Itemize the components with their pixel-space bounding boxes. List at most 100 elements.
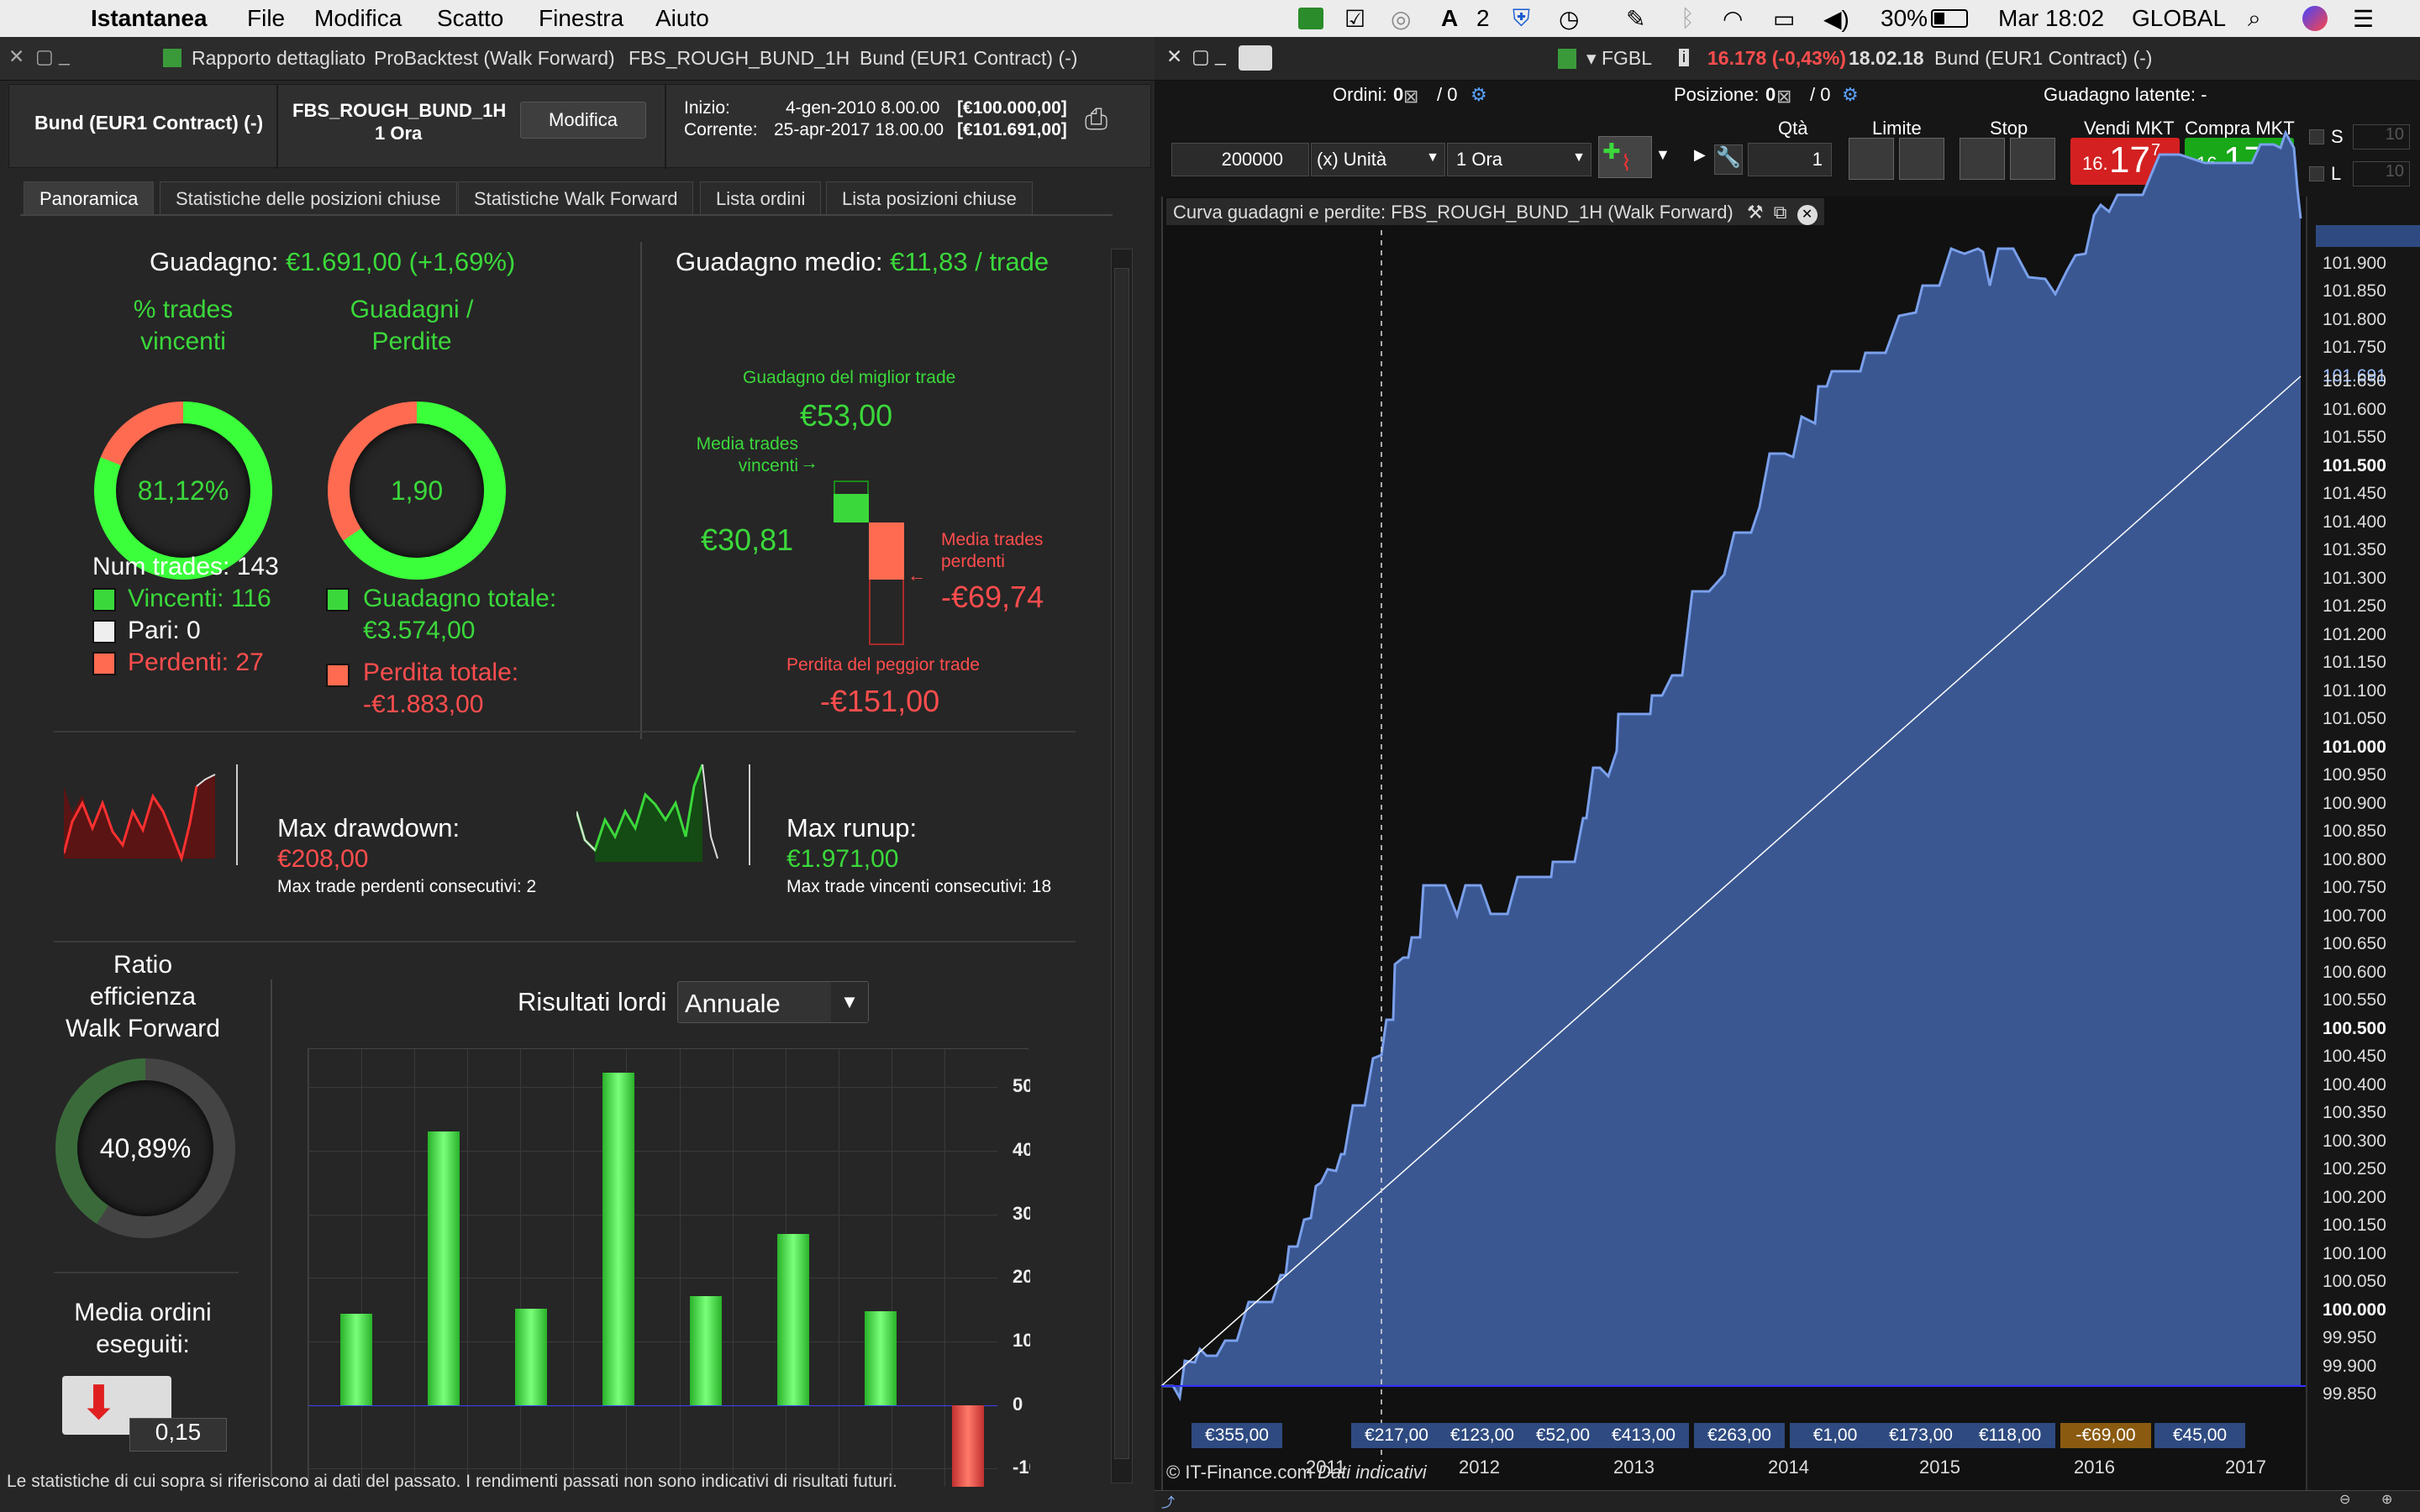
stop-buy-button[interactable] [1960,138,2005,180]
volume-icon[interactable]: ◀) [1823,6,1849,32]
bluetooth-icon[interactable]: ᛒ [1681,5,1695,31]
result-bar[interactable] [340,1314,372,1405]
maximize-icon[interactable]: ▢ [1192,45,1210,67]
y-tick-label: 200 [1013,1266,1030,1288]
modify-button[interactable]: Modifica [520,102,646,139]
wifi-icon[interactable]: ◠ [1723,6,1744,32]
close-icon[interactable]: ✕ [8,45,25,67]
result-bar[interactable] [777,1234,809,1405]
price-tick-label: 100.250 [2323,1159,2386,1179]
zoom-out-icon[interactable]: ⊖ [2339,1493,2351,1507]
start-value: 4-gen-2010 8.00.00 [786,98,940,118]
unit-select[interactable]: (x) Unità ▼ [1311,143,1445,176]
tab-closed-positions-list[interactable]: Lista posizioni chiuse [826,181,1033,215]
prorealtime-icon[interactable] [1298,8,1323,29]
chart-titlebar: ✕ ▢ _ ▾ FGBL i 16.178 (-0,43%) 18.02.18 … [1155,37,2420,81]
tab-order-list[interactable]: Lista ordini [700,181,822,215]
quantity-input[interactable]: 200000 [1171,143,1309,176]
instrument-icon[interactable] [1558,49,1576,69]
symbol-dropdown[interactable]: ▾ FGBL [1586,47,1653,69]
gain-headline: Guadagno: €1.691,00 (+1,69%) [150,247,515,277]
spotlight-icon[interactable]: ⌕ [2248,5,2261,31]
menu-scatto[interactable]: Scatto [437,5,504,31]
gain-total-label: Guadagno totale: [363,585,557,612]
results-period-select[interactable]: Annuale ▼ [677,981,869,1023]
tab-panoramica[interactable]: Panoramica [24,181,155,215]
orders-settings-icon[interactable]: ⚙ [1470,84,1487,105]
menu-aiuto[interactable]: Aiuto [655,5,709,31]
report-header: Bund (EUR1 Contract) (-) FBS_ROUGH_BUND_… [8,84,1151,169]
maximize-icon[interactable]: ▢ [35,45,54,67]
result-bar[interactable] [602,1072,634,1405]
battery-icon[interactable] [1931,9,1968,28]
avgwin-bar [834,494,869,522]
notification-center-icon[interactable]: ☰ [2353,6,2375,32]
share-icon[interactable]: ⤴ [1161,1496,1176,1510]
dati-indicativi: Dati indicativi [1318,1462,1427,1483]
indicators-dropdown-icon[interactable]: ▼ [1655,146,1670,163]
keyboard-icon[interactable] [1239,45,1272,71]
vpn-icon[interactable]: ⛨ [1512,5,1531,31]
popout-icon[interactable]: ⧉ [1773,202,1787,223]
wrench-icon[interactable]: ⚒ [1746,202,1764,223]
timeframe-select[interactable]: 1 Ora ▼ [1447,143,1591,176]
airplay-icon[interactable]: ▭ [1773,6,1796,32]
close-chart-icon[interactable]: ✕ [1797,205,1818,225]
y-tick-label: 100 [1013,1330,1030,1351]
position-settings-icon[interactable]: ⚙ [1842,84,1859,105]
yearly-result-cell: €413,00 [1598,1423,1689,1448]
tab-walk-forward-stats[interactable]: Statistiche Walk Forward [458,181,694,215]
menu-finestra[interactable]: Finestra [539,5,624,31]
time-machine-icon[interactable]: ◷ [1559,6,1580,32]
limit-buy-button[interactable] [1849,138,1894,180]
indicators-button[interactable]: ✚ ⌇ [1598,136,1652,178]
adobe-icon[interactable]: A [1441,5,1459,31]
scrollbar-thumb[interactable] [1114,268,1129,1459]
runup-sparkline [576,764,750,865]
minimize-icon[interactable]: _ [1215,44,1226,66]
result-bar[interactable] [952,1404,984,1487]
orders-clear-icon[interactable]: ⊠ [1403,86,1419,107]
report-scrollbar[interactable] [1111,249,1133,1483]
menu-modifica[interactable]: Modifica [314,5,402,31]
price-tick-label: 101.150 [2323,653,2386,673]
position-total: / 0 [1810,84,1831,105]
limit-sell-button[interactable] [1899,138,1944,180]
info-icon[interactable]: i [1679,49,1689,66]
sell-market-button[interactable]: 16. 17 7 [2070,138,2180,185]
pen-icon[interactable]: ✎ [1626,6,1646,32]
siri-icon[interactable] [2302,6,2328,31]
close-icon[interactable]: ✕ [1166,45,1183,67]
grid-vline [467,1049,469,1487]
s-checkbox[interactable] [2309,129,2324,144]
menu-file[interactable]: File [247,5,286,31]
win-legend-swatch [92,588,116,612]
expand-arrow-icon[interactable]: ▶ [1694,146,1706,163]
check-icon[interactable]: ☑ [1344,6,1366,32]
even-count: Pari: 0 [128,617,201,644]
l-input[interactable]: 10 [2353,161,2410,186]
result-bar[interactable] [865,1311,897,1405]
cc-icon[interactable]: ◎ [1391,6,1412,32]
avgwin-arrow: → [800,452,818,473]
wrench-icon[interactable]: 🔧 [1714,144,1743,175]
minimize-icon[interactable]: _ [59,44,70,66]
clock[interactable]: Mar 18:02 [1998,5,2105,31]
s-input[interactable]: 10 [2353,124,2410,150]
qta-input[interactable]: 1 [1748,143,1832,176]
results-label: Risultati lordi [518,987,667,1016]
zoom-in-icon[interactable]: ⊕ [2381,1493,2393,1507]
result-bar[interactable] [690,1295,722,1405]
tab-closed-positions-stats[interactable]: Statistiche delle posizioni chiuse [160,181,457,215]
stop-sell-button[interactable] [2010,138,2055,180]
yearly-result-cell: €355,00 [1192,1423,1282,1448]
input-region[interactable]: GLOBAL [2132,5,2227,31]
l-checkbox[interactable] [2309,166,2324,181]
header-divider-2 [665,85,666,169]
position-clear-icon[interactable]: ⊠ [1776,86,1792,107]
result-bar[interactable] [428,1131,460,1405]
gl-title-1: Guadagni / [350,296,474,323]
result-bar[interactable] [515,1308,547,1405]
menu-app[interactable]: Istantanea [91,5,208,31]
print-icon[interactable]: ⎙ [1085,103,1108,135]
